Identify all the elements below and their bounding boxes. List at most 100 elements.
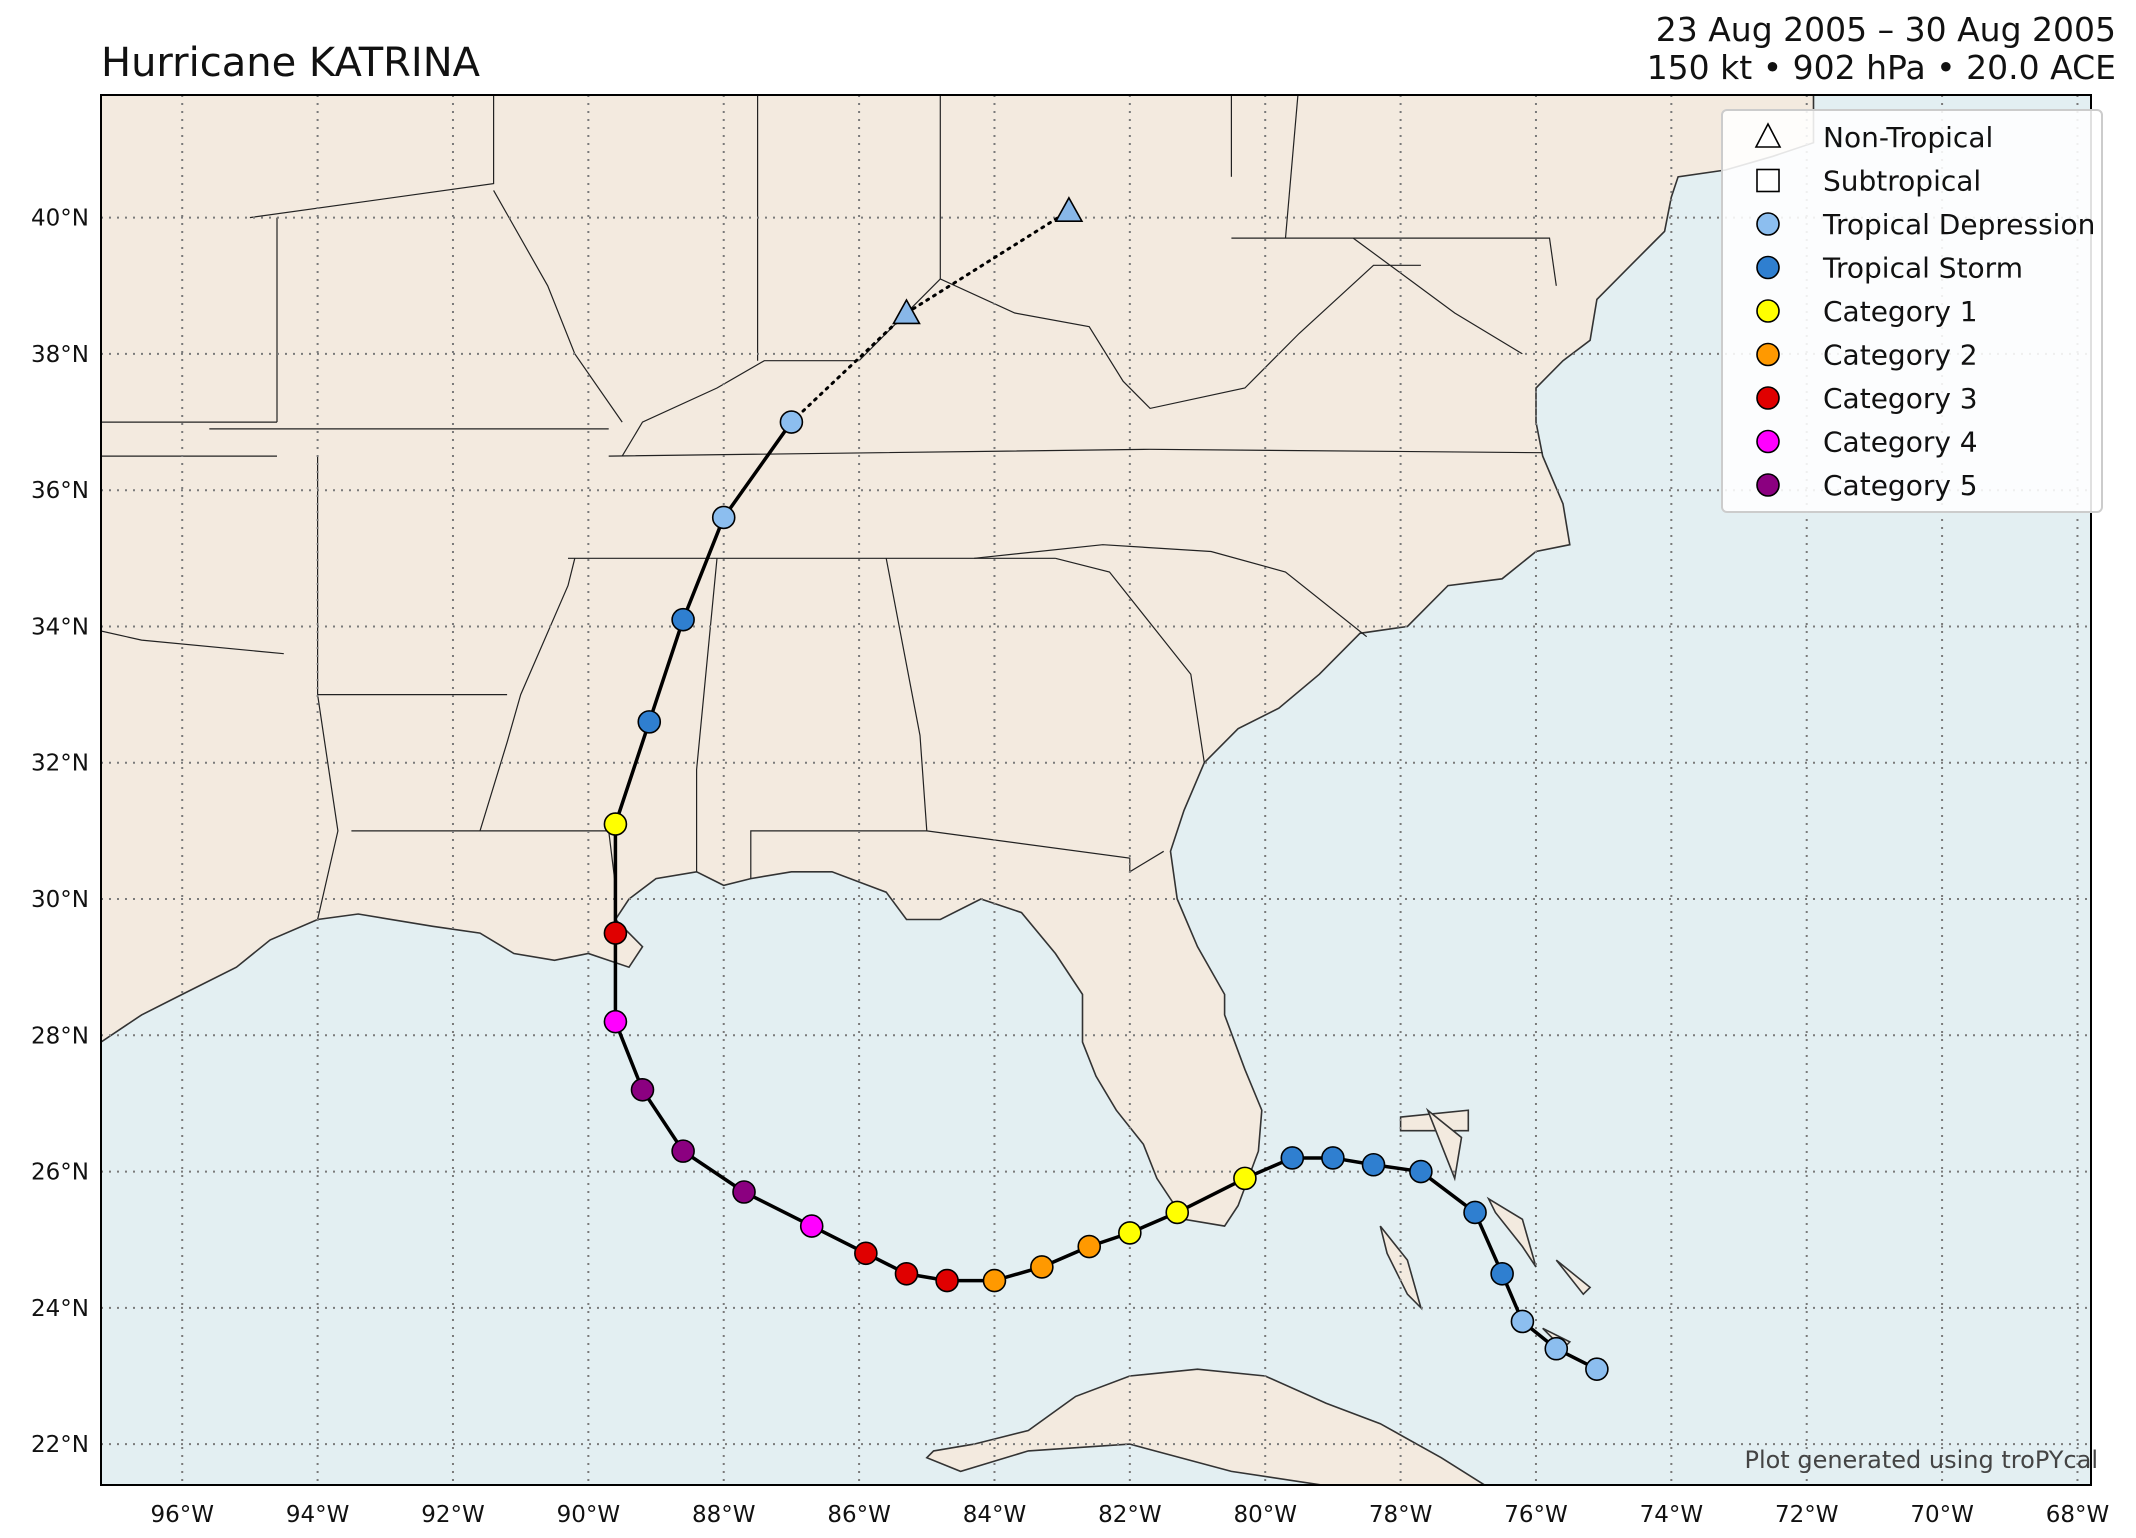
state-border <box>621 264 1421 457</box>
legend: Non-Tropical Subtropical Tropical Depressi… <box>1721 109 2103 513</box>
track-segment <box>613 1019 645 1092</box>
state-border <box>101 630 284 655</box>
lat-tick-label: 34°N <box>31 614 89 640</box>
state-border <box>974 544 1368 638</box>
legend-label: Category 4 <box>1823 426 1978 459</box>
track-segment <box>742 1190 814 1228</box>
legend-label: Category 3 <box>1823 382 1978 415</box>
legend-marker <box>1756 342 1780 367</box>
legend-marker <box>1756 473 1780 497</box>
track-point-non-tropical <box>892 298 921 325</box>
legend-label: Tropical Storm <box>1822 252 2023 285</box>
lon-tick-label: 96°W <box>150 1502 214 1528</box>
track-point <box>1463 1200 1487 1225</box>
track-segment <box>681 515 726 622</box>
state-border <box>493 190 623 423</box>
track-segment <box>904 209 1071 315</box>
cuba-land <box>925 1368 1487 1485</box>
legend-marker <box>1756 429 1780 454</box>
track-segment <box>721 420 794 520</box>
us-land <box>101 95 1815 1227</box>
track-point <box>630 1078 655 1102</box>
state-border <box>249 95 495 219</box>
track-point <box>779 410 804 434</box>
state-border <box>479 558 576 832</box>
state-border <box>317 694 339 920</box>
lat-tick-label: 38°N <box>31 342 89 368</box>
map-frame <box>100 94 2092 1486</box>
lon-tick-label: 80°W <box>1233 1502 1297 1528</box>
axis-ticks: 96°W 94°W 92°W 90°W 88°W 86°W 84°W 82°W 80°W 78°W… <box>31 206 2109 1528</box>
legend-label: Category 2 <box>1823 339 1978 372</box>
track-points <box>603 196 1609 1381</box>
track-point <box>603 921 628 945</box>
track-point <box>732 1180 756 1204</box>
lat-tick-label: 30°N <box>31 887 89 913</box>
track-point <box>603 812 628 836</box>
track-point <box>1409 1159 1433 1184</box>
state-border <box>608 448 1543 457</box>
track-point <box>603 1009 628 1034</box>
track-point <box>711 505 736 530</box>
track-segment <box>789 311 908 424</box>
legend-marker <box>1756 255 1780 280</box>
track-point <box>1544 1336 1569 1361</box>
lon-tick-label: 70°W <box>1910 1502 1974 1528</box>
lat-tick-label: 40°N <box>31 206 89 232</box>
bahamas-island <box>1555 1259 1592 1296</box>
legend-marker <box>1756 212 1780 236</box>
legend-label: Tropical Depression <box>1822 208 2095 241</box>
lon-tick-label: 86°W <box>827 1502 891 1528</box>
track-point <box>637 710 662 734</box>
bahamas-island <box>1486 1196 1537 1268</box>
track-point <box>1510 1309 1535 1334</box>
track-point <box>1165 1200 1190 1225</box>
track-point <box>1118 1221 1142 1245</box>
track-point-non-tropical <box>1054 196 1084 223</box>
track-point <box>1280 1146 1305 1170</box>
legend-marker <box>1756 299 1780 323</box>
lat-tick-label: 28°N <box>31 1023 89 1049</box>
track-point <box>982 1268 1007 1293</box>
state-border <box>1284 95 1299 239</box>
lon-tick-label: 88°W <box>692 1502 756 1528</box>
track-point <box>671 1139 695 1163</box>
track-point <box>854 1241 878 1266</box>
legend-label: Category 1 <box>1823 295 1978 328</box>
credit-text: Plot generated using troPYcal <box>1744 1446 2098 1474</box>
state-border <box>696 558 718 872</box>
lat-tick-label: 26°N <box>31 1160 89 1186</box>
lon-tick-label: 82°W <box>1098 1502 1162 1528</box>
lat-tick-label: 22°N <box>31 1432 89 1458</box>
lon-tick-label: 84°W <box>963 1502 1027 1528</box>
lon-tick-label: 92°W <box>421 1502 485 1528</box>
lon-tick-label: 90°W <box>557 1502 621 1528</box>
lat-tick-label: 36°N <box>31 478 89 504</box>
legend-marker <box>1756 386 1780 410</box>
track-point <box>1077 1234 1102 1259</box>
track-point <box>1030 1255 1054 1279</box>
track-segment <box>681 1149 746 1194</box>
track-point <box>671 607 695 632</box>
track-point <box>894 1261 919 1286</box>
lon-tick-label: 72°W <box>1775 1502 1839 1528</box>
bahamas-island <box>1425 1107 1463 1182</box>
legend-marker <box>1754 122 1782 148</box>
state-borders <box>101 95 1557 920</box>
lon-tick-label: 74°W <box>1640 1502 1704 1528</box>
lon-tick-label: 78°W <box>1369 1502 1433 1528</box>
track-segment <box>613 720 652 826</box>
state-border <box>1352 237 1523 355</box>
legend-marker <box>1756 168 1780 193</box>
track-point <box>1585 1357 1609 1381</box>
legend-label: Category 5 <box>1823 469 1978 502</box>
track-segment <box>647 617 685 724</box>
lat-tick-label: 24°N <box>31 1296 89 1322</box>
storm-stats: 150 kt • 902 hPa • 20.0 ACE <box>1646 48 2116 87</box>
state-border <box>1055 557 1205 763</box>
track-point <box>935 1268 959 1293</box>
track-point <box>1490 1261 1514 1286</box>
land-layer <box>101 95 1815 1485</box>
lon-tick-label: 94°W <box>286 1502 350 1528</box>
